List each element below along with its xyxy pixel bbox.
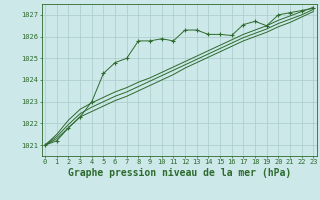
X-axis label: Graphe pression niveau de la mer (hPa): Graphe pression niveau de la mer (hPa)	[68, 168, 291, 178]
